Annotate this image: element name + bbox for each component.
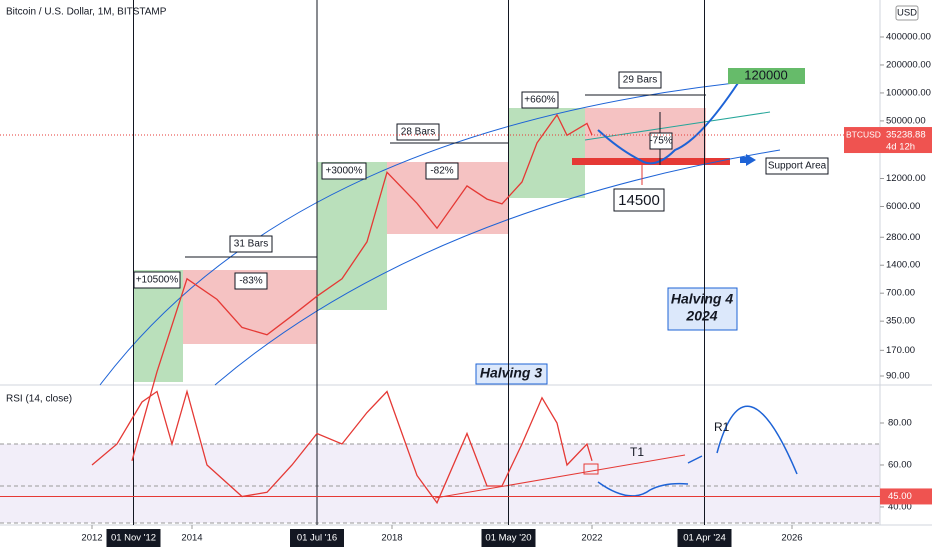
date-box [290, 529, 344, 547]
annotation: 31 Bars [234, 239, 268, 250]
arrow [746, 154, 756, 166]
trendline [434, 454, 686, 499]
symbol: BTCUSD [846, 129, 881, 139]
date-box [106, 529, 161, 547]
annotation: -83% [239, 276, 262, 287]
annotation: -75% [649, 136, 672, 147]
date-label: 01 Apr '24 [683, 533, 726, 544]
annotation: R1 [714, 420, 730, 434]
x-tick-label: 2014 [181, 533, 202, 544]
label-box [649, 132, 673, 150]
y-tick-label: 350.00 [886, 316, 915, 327]
y-tick-label: 50000.00 [886, 115, 926, 126]
y-tick-label: 80.00 [888, 418, 912, 429]
annotation: +660% [524, 95, 556, 106]
annotation: 14500 [618, 192, 660, 209]
label-box [321, 162, 367, 180]
projection [597, 82, 739, 165]
currency: USD [897, 8, 917, 19]
level-tag [880, 488, 932, 505]
x-tick-label: 2026 [781, 533, 802, 544]
annotation: 120000 [744, 67, 787, 82]
chart-title: Bitcoin / U.S. Dollar, 1M, BITSTAMP [6, 7, 167, 18]
annotation: Support Area [768, 161, 827, 172]
price-tag [844, 127, 932, 154]
y-tick-label: 6000.00 [886, 201, 920, 212]
annotation: -82% [430, 166, 453, 177]
y-tick-label: 700.00 [886, 288, 915, 299]
green-zone [134, 270, 183, 382]
level-label: 45.00 [888, 491, 912, 502]
y-tick-label: 60.00 [888, 459, 912, 470]
break-box [583, 463, 599, 475]
label-box [613, 188, 665, 212]
date-label: 01 Nov '12 [111, 533, 156, 544]
rsi-title: RSI (14, close) [6, 394, 72, 405]
channel-bottom [214, 149, 781, 386]
countdown: 4d 12h [886, 142, 915, 153]
label-box [229, 235, 273, 253]
label-box [425, 162, 459, 180]
label-box [234, 272, 268, 290]
rsi-projection [597, 405, 798, 497]
annotation: Halving 3 [480, 365, 542, 381]
halving-box [667, 287, 738, 331]
target-box [728, 68, 805, 84]
y-tick-label: 400000.00 [886, 31, 931, 42]
annotation: 2024 [685, 308, 717, 324]
currency-box [895, 5, 919, 21]
label-box [521, 91, 559, 109]
annotation: 29 Bars [623, 75, 657, 86]
annotation: T1 [630, 445, 644, 459]
green-zone [317, 162, 387, 310]
y-tick-label: 90.00 [886, 371, 910, 382]
series-line [91, 389, 593, 505]
date-label: 01 Jul '16 [297, 533, 337, 544]
y-tick-label: 40.00 [888, 501, 912, 512]
support-bar [572, 158, 730, 165]
date-label: 01 May '20 [485, 533, 531, 544]
label-box [396, 123, 440, 141]
series-line [131, 113, 593, 461]
x-tick-label: 2012 [81, 533, 102, 544]
x-tick-label: 2018 [381, 533, 402, 544]
label-box [618, 71, 662, 89]
x-tick-label: 2022 [581, 533, 602, 544]
date-box [677, 529, 732, 547]
annotation: 28 Bars [401, 127, 435, 138]
label-box [765, 157, 829, 175]
halving-box [475, 363, 548, 385]
y-tick-label: 200000.00 [886, 59, 931, 70]
y-tick-label: 1400.00 [886, 260, 920, 271]
y-tick-label: 2800.00 [886, 232, 920, 243]
arrow [740, 157, 747, 163]
annotation: +3000% [326, 166, 363, 177]
y-tick-label: 100000.00 [886, 87, 931, 98]
date-box [481, 529, 536, 547]
y-tick-label: 12000.00 [886, 173, 926, 184]
annotation: +10500% [136, 275, 179, 286]
last-price: 35238.88 [886, 130, 926, 141]
y-tick-label: 170.00 [886, 345, 915, 356]
rsi-band [0, 444, 880, 523]
annotation: Halving 4 [671, 291, 733, 307]
